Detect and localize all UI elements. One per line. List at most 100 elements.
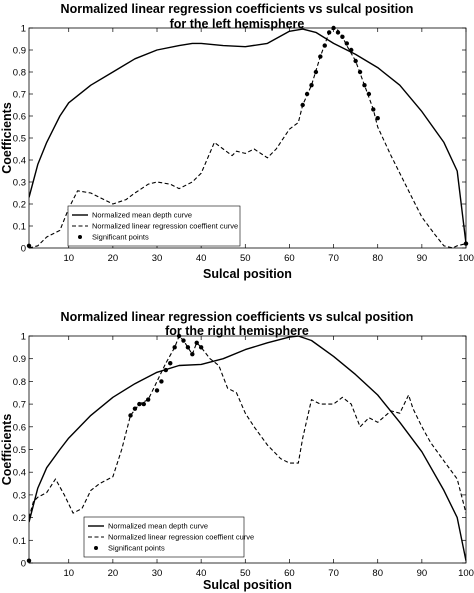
y-tick-label: 0.7: [13, 90, 26, 101]
significant-point: [304, 91, 310, 97]
significant-point: [375, 116, 380, 121]
significant-point: [335, 30, 341, 35]
significant-point: [366, 91, 372, 97]
chart-title: Normalized linear regression coefficient…: [61, 310, 414, 324]
y-tick-label: 0.1: [13, 222, 26, 233]
y-tick-label: 0.6: [13, 112, 26, 123]
x-tick-label: 50: [240, 253, 251, 264]
y-tick-label: 0.3: [13, 490, 26, 501]
legend-entry: Normalized linear regression coeffient c…: [92, 222, 238, 231]
x-tick-label: 30: [152, 568, 163, 579]
mean-depth-line: [29, 335, 466, 561]
chart-title: Normalized linear regression coefficient…: [61, 2, 414, 16]
significant-point: [26, 243, 32, 248]
y-tick-label: 0.6: [13, 422, 26, 433]
significant-point: [357, 69, 363, 75]
x-tick-label: 60: [284, 568, 295, 579]
significant-point: [137, 401, 142, 407]
significant-point: [371, 107, 376, 112]
regression-coefficient-line: [29, 27, 466, 249]
chart-panel-left: Normalized linear regression coefficient…: [0, 2, 474, 281]
x-tick-label: 10: [63, 568, 74, 579]
legend-entry: Normalized linear regression coeffient c…: [108, 533, 254, 542]
y-tick-label: 0.5: [13, 134, 26, 145]
chart-subtitle: for the left hemisphere: [170, 17, 305, 31]
significant-point: [331, 25, 336, 31]
x-tick-label: 20: [108, 568, 119, 579]
legend-entry: Significant points: [108, 544, 165, 553]
significant-point: [326, 30, 332, 35]
y-tick-label: 0.7: [13, 400, 26, 411]
x-tick-label: 90: [417, 568, 428, 579]
significant-point: [176, 333, 182, 339]
y-tick-label: 1: [21, 24, 26, 35]
x-tick-label: 100: [458, 568, 474, 579]
significant-point: [159, 379, 164, 384]
significant-point: [198, 345, 204, 350]
significant-point: [340, 34, 345, 39]
y-tick-label: 0: [21, 559, 26, 570]
significant-point: [362, 83, 367, 88]
legend-entry: Normalized mean depth curve: [108, 522, 208, 531]
significant-point: [172, 345, 177, 350]
significant-point: [344, 41, 350, 46]
significant-point: [168, 361, 173, 366]
significant-point: [322, 43, 327, 48]
y-tick-label: 0: [21, 244, 26, 255]
significant-point: [181, 338, 186, 343]
significant-point: [132, 406, 138, 411]
y-axis-label: Coefficients: [0, 414, 14, 486]
significant-point: [163, 367, 169, 373]
legend-box: [67, 205, 241, 247]
chart-panel-right: Normalized linear regression coefficient…: [0, 310, 474, 592]
x-tick-label: 80: [372, 253, 383, 264]
significant-point: [463, 241, 469, 246]
significant-point: [141, 401, 146, 407]
x-tick-label: 60: [284, 253, 295, 264]
y-tick-label: 0.4: [13, 156, 26, 167]
y-tick-label: 0.9: [13, 46, 26, 57]
y-tick-label: 1: [21, 332, 26, 343]
y-tick-label: 0.1: [13, 536, 26, 547]
y-tick-label: 0.8: [13, 68, 26, 79]
y-axis-label: Coefficients: [0, 102, 14, 174]
significant-point: [353, 58, 358, 64]
y-tick-label: 0.8: [13, 377, 26, 388]
x-tick-label: 80: [372, 568, 383, 579]
significant-point: [154, 388, 160, 393]
y-tick-label: 0.2: [13, 513, 26, 524]
significant-point: [26, 558, 32, 563]
significant-point: [313, 69, 319, 75]
x-tick-label: 40: [196, 568, 207, 579]
legend: Normalized mean depth curve Normalized li…: [83, 516, 254, 558]
mean-depth-line: [29, 28, 466, 244]
y-tick-label: 0.4: [13, 468, 26, 479]
x-tick-label: 100: [458, 253, 474, 264]
x-axis-label: Sulcal position: [203, 578, 292, 592]
x-tick-label: 10: [63, 253, 74, 264]
legend-swatch-dot: [94, 546, 98, 550]
significant-point: [185, 345, 191, 350]
x-tick-label: 90: [417, 253, 428, 264]
x-tick-label: 70: [328, 253, 339, 264]
y-tick-label: 0.5: [13, 445, 26, 456]
significant-point: [349, 47, 354, 53]
significant-point: [318, 54, 323, 59]
regression-coefficient-line: [29, 335, 466, 518]
x-tick-label: 70: [328, 568, 339, 579]
x-tick-label: 30: [152, 253, 163, 264]
significant-point: [300, 102, 305, 108]
chart-subtitle: for the right hemisphere: [165, 324, 309, 338]
x-axis-label: Sulcal position: [203, 267, 292, 281]
legend-entry: Significant points: [92, 233, 149, 242]
significant-point: [190, 351, 195, 357]
significant-point: [145, 397, 151, 402]
x-tick-label: 20: [108, 253, 119, 264]
y-tick-label: 0.2: [13, 200, 26, 211]
x-tick-label: 40: [196, 253, 207, 264]
legend-swatch-dot: [78, 235, 82, 239]
legend-entry: Normalized mean depth curve: [92, 211, 192, 220]
y-tick-label: 0.3: [13, 178, 26, 189]
